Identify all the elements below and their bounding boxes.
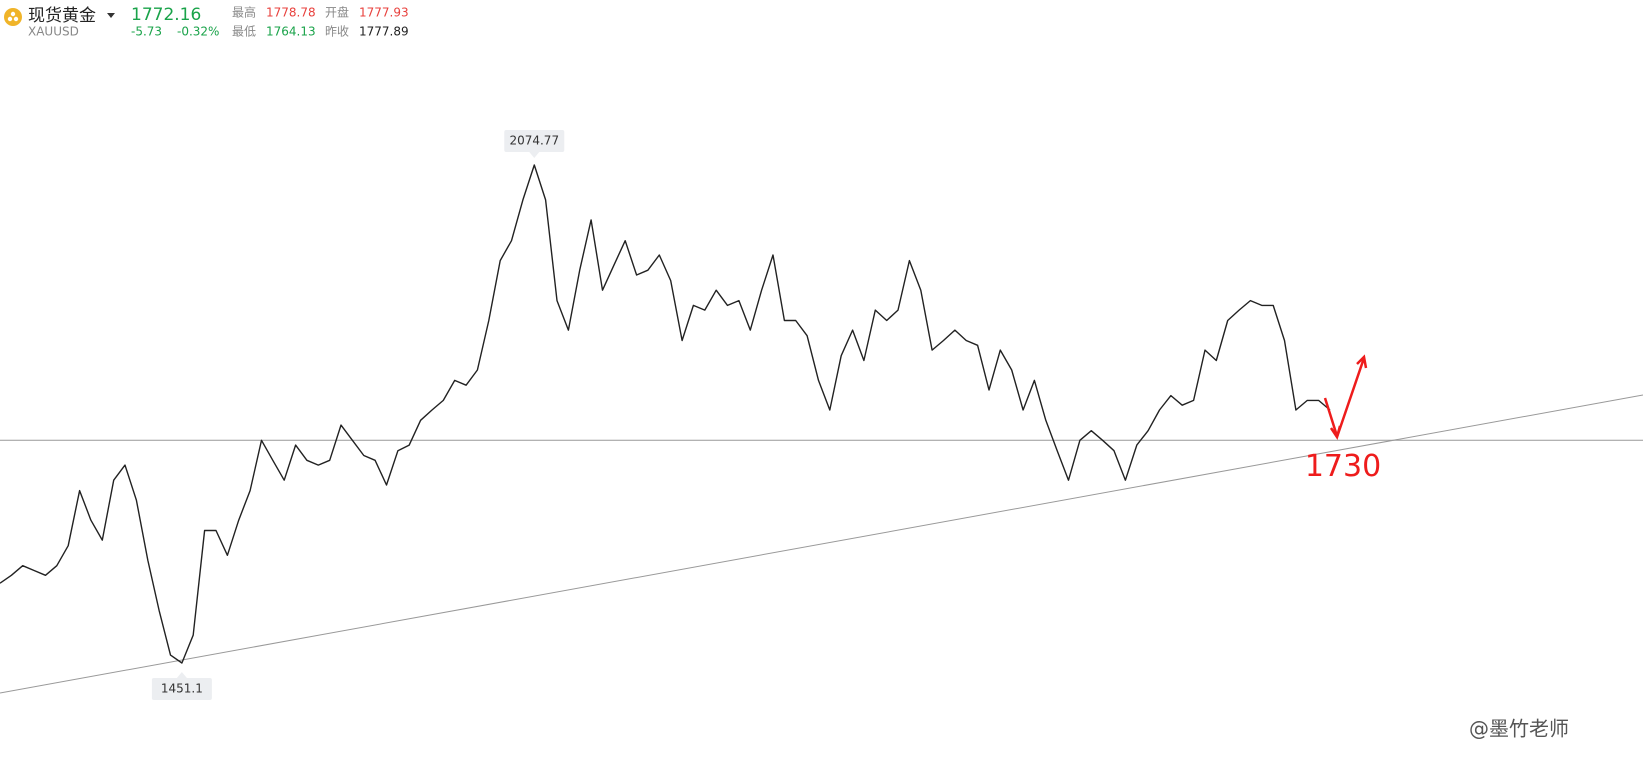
stat-value: 1778.78	[266, 6, 316, 20]
stat-label: 最高	[232, 5, 256, 20]
stat-value: 1777.93	[359, 6, 409, 20]
symbol: XAUUSD	[28, 25, 79, 39]
stat-value: 1764.13	[266, 25, 316, 39]
extreme-label: 2074.77	[509, 133, 559, 147]
extreme-label-box	[151, 678, 212, 701]
price-line	[0, 164, 1331, 664]
stat-label: 开盘	[325, 5, 349, 20]
header: 现货黄金 XAUUSD 1772.16 -5.73 -0.32% 最高 1778…	[4, 5, 409, 39]
arrow-up	[1335, 354, 1368, 438]
trendline	[0, 394, 1643, 694]
extreme-label-pointer	[176, 672, 187, 679]
extreme-label-box	[504, 129, 565, 152]
gold-icon-dot	[7, 16, 13, 22]
change-pct: -0.32%	[177, 25, 219, 39]
gold-icon-dot	[10, 11, 16, 17]
gold-icon	[4, 8, 22, 26]
gold-icon-dot	[13, 16, 19, 22]
level-label: 1730	[1305, 449, 1381, 484]
change: -5.73	[131, 25, 162, 39]
stat-label: 最低	[232, 25, 256, 39]
dropdown-arrow[interactable]	[107, 13, 115, 18]
plot: 1730 2074.77 1451.1	[0, 129, 1643, 701]
stat-label: 昨收	[325, 25, 349, 39]
stat-value: 1777.89	[359, 25, 409, 39]
watermark: @墨竹老师	[1469, 717, 1569, 741]
extreme-label-pointer	[529, 151, 540, 158]
price: 1772.16	[131, 5, 201, 25]
extreme-label: 1451.1	[161, 682, 203, 696]
instrument-name[interactable]: 现货黄金	[28, 6, 96, 26]
